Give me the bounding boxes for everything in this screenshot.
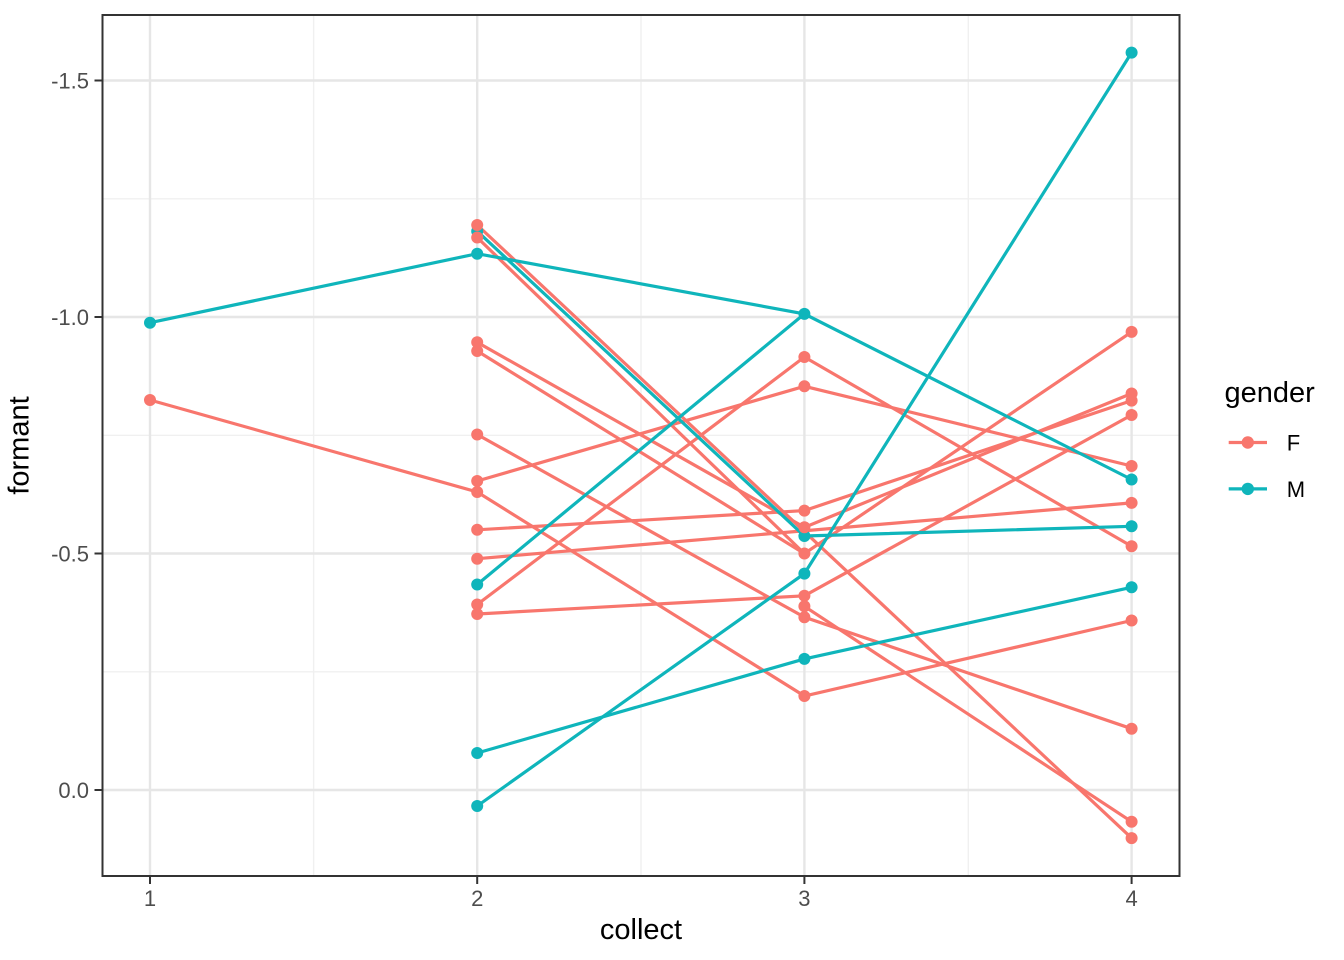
svg-text:-1.5: -1.5 — [51, 69, 89, 94]
svg-text:M: M — [1287, 477, 1305, 502]
svg-text:F: F — [1287, 431, 1300, 456]
svg-text:collect: collect — [600, 914, 682, 946]
svg-text:1: 1 — [144, 886, 156, 911]
svg-text:0.0: 0.0 — [58, 778, 89, 803]
svg-text:4: 4 — [1125, 886, 1137, 911]
svg-text:gender: gender — [1225, 377, 1316, 409]
svg-text:3: 3 — [798, 886, 810, 911]
svg-text:2: 2 — [471, 886, 483, 911]
svg-text:-0.5: -0.5 — [51, 542, 89, 567]
svg-text:-1.0: -1.0 — [51, 305, 89, 330]
svg-text:formant: formant — [4, 396, 36, 494]
